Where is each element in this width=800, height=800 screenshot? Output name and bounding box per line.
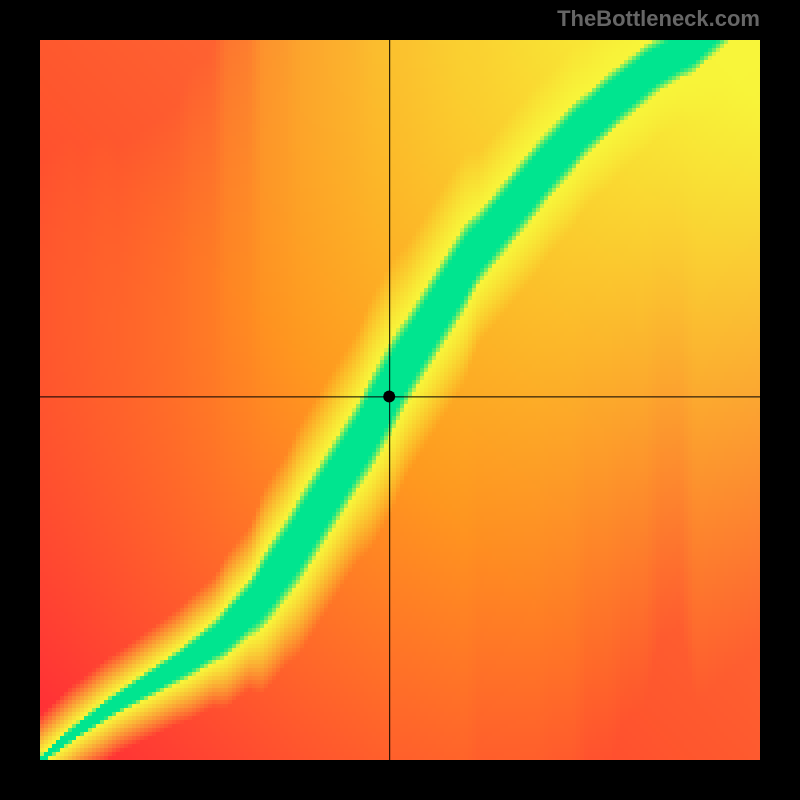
watermark-text: TheBottleneck.com — [557, 6, 760, 32]
heatmap-canvas — [40, 40, 760, 760]
heatmap-plot — [40, 40, 760, 760]
chart-container: TheBottleneck.com — [0, 0, 800, 800]
